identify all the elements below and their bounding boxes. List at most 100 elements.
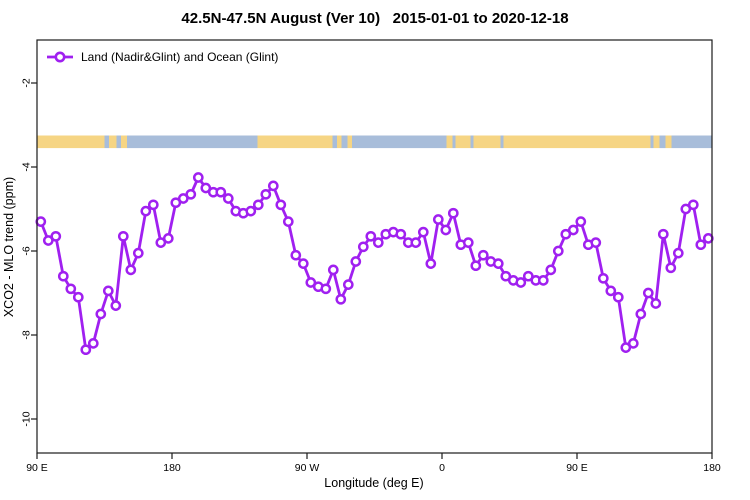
legend-series-label: Land (Nadir&Glint) and Ocean (Glint)	[81, 50, 278, 64]
band-segment-ocean	[650, 135, 654, 149]
band-segment-land	[446, 135, 453, 149]
data-point-marker	[410, 237, 422, 248]
data-point-marker	[117, 230, 129, 242]
data-point-marker	[477, 249, 489, 261]
data-point-marker	[665, 262, 677, 274]
band-segment-ocean	[116, 135, 121, 149]
band-segment-land	[109, 135, 117, 149]
data-point-marker	[147, 199, 159, 211]
band-segment-ocean	[671, 135, 712, 149]
band-segment-ocean	[104, 135, 109, 149]
data-point-marker	[50, 230, 62, 242]
data-point-marker	[702, 233, 714, 244]
data-point-marker	[305, 277, 317, 288]
data-point-marker	[357, 241, 369, 253]
band-segment-ocean	[352, 135, 447, 149]
data-point-marker	[627, 338, 639, 349]
data-point-marker	[350, 256, 362, 267]
data-point-marker	[395, 228, 407, 240]
band-segment-land	[37, 135, 105, 149]
y-tick-label: -2	[21, 78, 33, 87]
data-point-marker	[552, 245, 564, 257]
data-point-marker	[575, 216, 587, 227]
data-point-marker	[620, 342, 632, 353]
data-point-marker	[567, 224, 579, 236]
x-tick-label: 180	[163, 462, 181, 474]
data-point-marker	[500, 270, 512, 282]
data-point-marker	[327, 264, 339, 276]
data-point-marker	[680, 203, 692, 215]
data-point-marker	[267, 180, 279, 192]
data-point-marker	[425, 258, 437, 269]
data-point-marker	[275, 199, 287, 211]
data-point-marker	[657, 228, 669, 240]
x-axis: 90 E 180 90 W 0 90 E 180	[26, 453, 721, 474]
data-point-marker	[290, 249, 302, 261]
data-point-marker	[672, 247, 684, 259]
series-line	[39, 176, 710, 352]
data-point-marker	[432, 214, 444, 225]
data-point-marker	[522, 270, 534, 282]
band-segment-land	[503, 135, 651, 149]
band-segment-ocean	[470, 135, 474, 149]
data-point-marker	[200, 182, 212, 194]
x-tick-label: 0	[439, 462, 445, 474]
data-point-marker	[492, 258, 504, 269]
x-tick-label: 90 E	[26, 462, 48, 474]
data-point-marker	[72, 291, 84, 303]
data-point-marker	[65, 283, 77, 295]
data-point-marker	[155, 237, 167, 248]
band-segment-ocean	[341, 135, 348, 149]
data-point-marker	[132, 247, 144, 259]
data-point-marker	[42, 235, 54, 246]
data-point-marker	[222, 193, 234, 204]
band-segment-land	[121, 135, 127, 149]
data-point-marker	[545, 264, 557, 276]
band-segment-land	[473, 135, 501, 149]
band-segment-land	[337, 135, 342, 149]
band-segment-ocean	[500, 135, 504, 149]
legend-series-marker-icon	[54, 51, 66, 63]
data-point-marker	[642, 287, 654, 299]
data-point-marker	[537, 275, 549, 286]
y-tick-label: -6	[21, 246, 33, 255]
band-segment-ocean	[332, 135, 337, 149]
data-point-marker	[417, 226, 429, 238]
data-point-marker	[365, 230, 377, 242]
x-axis-label: Longitude (deg E)	[324, 476, 423, 490]
band-segment-ocean	[659, 135, 666, 149]
data-point-marker	[470, 260, 482, 272]
data-series	[35, 172, 714, 356]
band-segment-land	[653, 135, 660, 149]
band-segment-land	[665, 135, 672, 149]
data-point-marker	[192, 172, 204, 183]
data-point-marker	[515, 277, 527, 288]
y-tick-label: -4	[21, 162, 33, 171]
data-point-marker	[102, 285, 114, 297]
data-point-marker	[297, 258, 309, 269]
land-ocean-band	[37, 135, 712, 149]
data-point-marker	[125, 264, 137, 276]
data-point-marker	[372, 237, 384, 248]
y-axis: -2 -4 -6 -8 -10	[21, 78, 37, 427]
data-point-marker	[95, 308, 107, 320]
data-point-marker	[57, 270, 69, 282]
band-segment-ocean	[127, 135, 258, 149]
x-tick-label: 180	[703, 462, 721, 474]
data-point-marker	[440, 224, 452, 236]
x-tick-label: 90 E	[566, 462, 588, 474]
data-point-marker	[335, 293, 347, 305]
legend: Land (Nadir&Glint) and Ocean (Glint)	[47, 50, 278, 64]
data-point-marker	[87, 338, 99, 349]
x-tick-label: 90 W	[295, 462, 320, 474]
y-tick-label: -8	[21, 330, 33, 339]
chart-title: 42.5N-47.5N August (Ver 10) 2015-01-01 t…	[181, 10, 568, 27]
data-point-marker	[245, 205, 257, 217]
data-point-marker	[252, 199, 264, 211]
data-point-marker	[282, 216, 294, 227]
data-point-marker	[597, 272, 609, 284]
data-point-marker	[590, 237, 602, 248]
data-point-marker	[177, 193, 189, 204]
